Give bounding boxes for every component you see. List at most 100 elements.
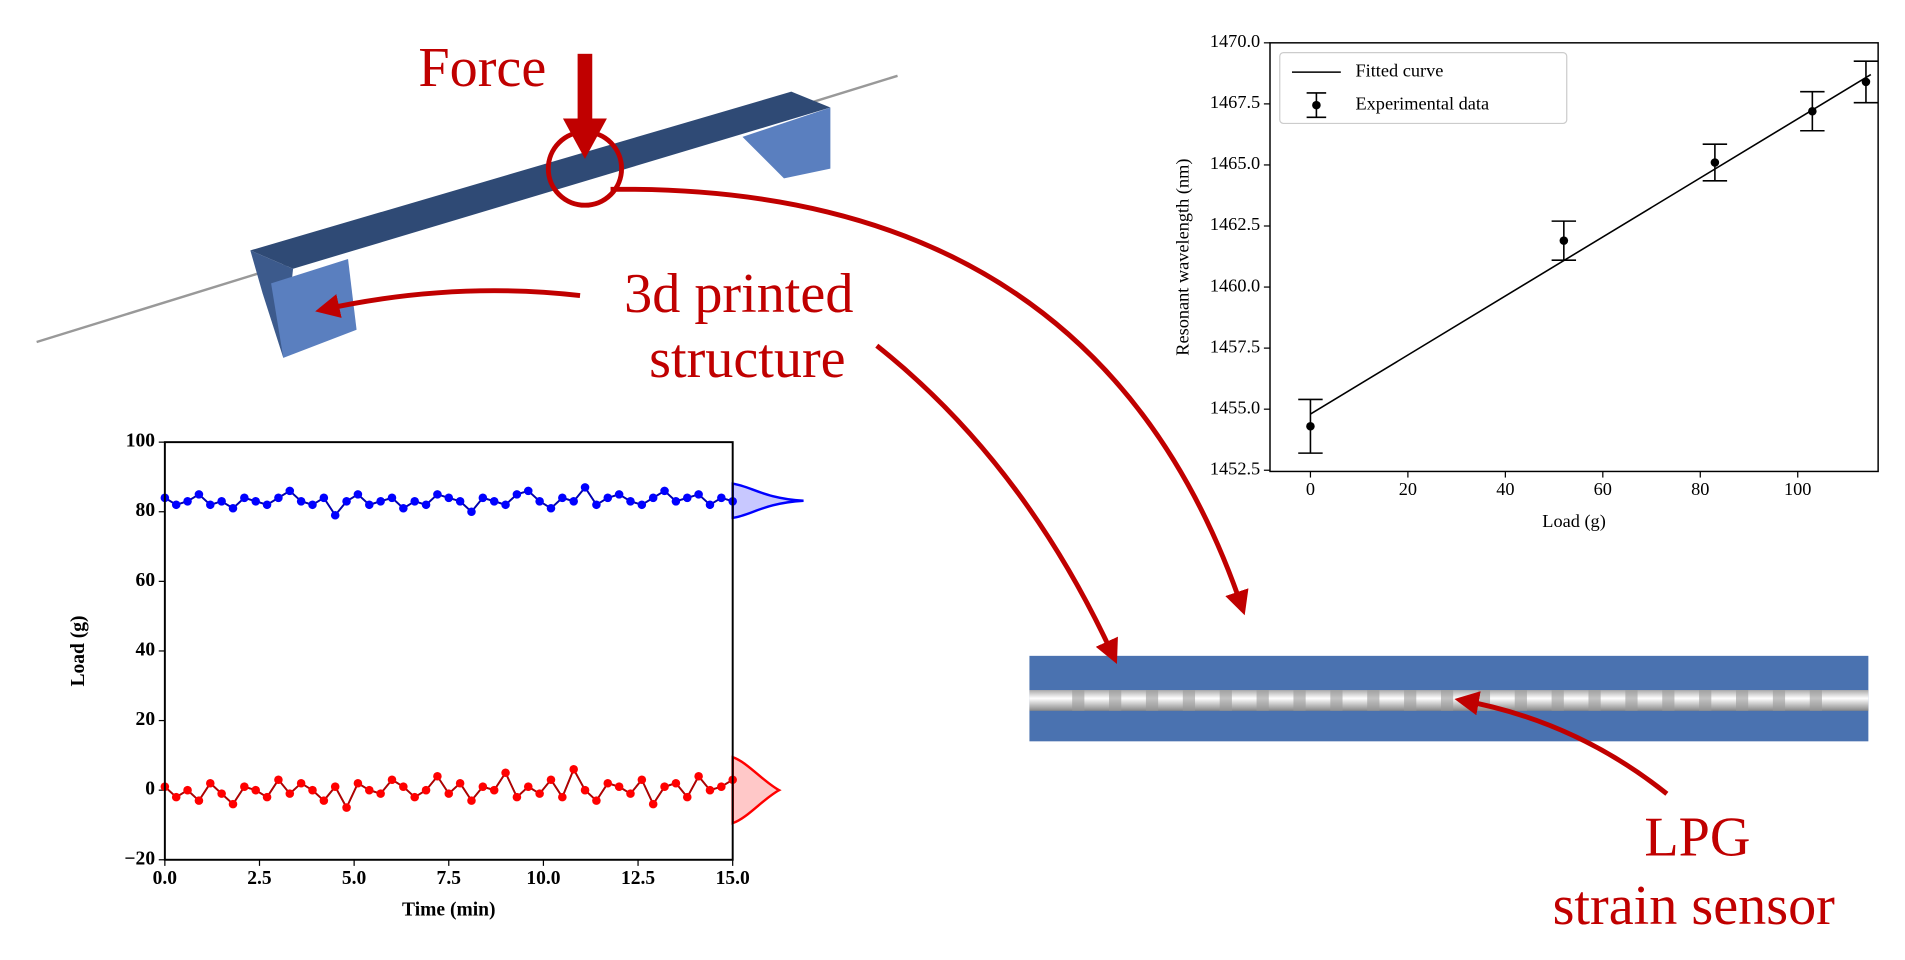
data-point <box>671 497 681 506</box>
y-tick-label: 100 <box>126 431 156 452</box>
data-point <box>444 789 454 798</box>
annotation-arrows <box>315 186 1669 796</box>
x-tick-label: 15.0 <box>716 868 750 889</box>
data-point <box>421 785 431 795</box>
data-point <box>399 503 408 513</box>
data-point <box>558 493 567 503</box>
x-tick-label: 12.5 <box>621 868 655 889</box>
data-point <box>648 493 658 503</box>
data-point <box>444 493 454 503</box>
grating <box>1404 690 1417 711</box>
data-point <box>660 486 669 496</box>
legend-label: Fitted curve <box>1355 60 1443 80</box>
data-point <box>194 796 204 805</box>
y-tick-label: −20 <box>124 848 155 869</box>
data-point <box>682 792 692 802</box>
data-point <box>319 796 329 805</box>
data-point <box>626 497 635 506</box>
x-tick-label: 60 <box>1594 479 1612 499</box>
grating <box>1367 690 1380 711</box>
data-point <box>501 500 510 510</box>
grating <box>1182 690 1196 711</box>
data-point <box>308 500 317 510</box>
data-point <box>330 510 340 520</box>
data-point <box>376 497 385 506</box>
data-point <box>274 775 283 785</box>
x-tick-label: 7.5 <box>437 868 462 889</box>
data-point <box>387 775 397 785</box>
data-point <box>296 497 306 506</box>
data-point <box>535 497 544 506</box>
data-point <box>240 493 249 503</box>
grating <box>1735 690 1749 711</box>
data-point <box>592 500 601 510</box>
data-point <box>626 789 635 798</box>
y-tick-label: 1467.5 <box>1210 92 1260 112</box>
y-tick-label: 80 <box>136 500 156 521</box>
data-point <box>546 503 556 513</box>
x-axis-label: Load (g) <box>1542 511 1606 532</box>
data-point <box>648 799 658 809</box>
data-point <box>433 490 442 499</box>
data-point <box>399 782 408 791</box>
data-point <box>410 497 419 506</box>
data-point <box>240 782 249 791</box>
legend-box <box>1279 51 1568 125</box>
data-point <box>671 778 681 788</box>
data-point <box>717 493 726 503</box>
data-point <box>206 778 215 788</box>
data-point <box>523 486 533 496</box>
data-point <box>228 799 238 809</box>
y-axis-label: Load (g) <box>68 615 89 686</box>
data-point <box>512 490 522 499</box>
grating <box>1809 690 1822 711</box>
data-point <box>1710 158 1720 167</box>
x-tick-label: 100 <box>1784 479 1811 499</box>
data-point <box>580 483 590 492</box>
grating <box>1514 690 1527 711</box>
annotation-force: Force <box>418 37 546 99</box>
data-point <box>251 497 260 506</box>
chart: 0.0 2.5 5.0 7.5 10.0 12.5 15.0 −20 0 20 40 60 80 100 T… <box>68 431 750 921</box>
data-point <box>262 792 272 802</box>
data-point <box>478 782 488 791</box>
data-point <box>353 490 363 499</box>
x-tick-label: 80 <box>1691 479 1709 499</box>
grating <box>1440 690 1454 711</box>
grating <box>1109 690 1122 711</box>
grating <box>1330 690 1343 711</box>
data-point <box>489 497 499 506</box>
data-point <box>421 500 431 510</box>
data-point <box>637 775 647 785</box>
grating <box>1072 690 1085 711</box>
x-tick-label: 0.0 <box>153 868 178 889</box>
data-point <box>512 792 522 802</box>
y-tick-label: 0 <box>145 779 155 800</box>
y-tick-label: 1460.0 <box>1210 275 1260 295</box>
density-curves <box>731 482 804 825</box>
grating <box>1772 690 1786 711</box>
data-point <box>455 497 465 506</box>
legend-label: Experimental data <box>1355 93 1489 113</box>
data-point <box>682 493 692 503</box>
data-point <box>296 778 306 788</box>
data-point <box>1808 106 1817 116</box>
grating <box>1256 690 1269 711</box>
data-point <box>183 785 192 795</box>
data-point <box>194 490 204 499</box>
data-point <box>171 792 181 802</box>
data-point <box>637 500 647 510</box>
data-point <box>614 490 624 499</box>
data-point <box>1861 77 1871 87</box>
y-tick-label: 1470.0 <box>1210 31 1260 51</box>
data-point <box>478 493 488 503</box>
data-point <box>717 782 726 791</box>
annotation-sensor: strain sensor <box>1553 875 1836 937</box>
data-point <box>660 782 669 791</box>
series-line <box>164 767 734 810</box>
x-tick-label: 5.0 <box>342 868 367 889</box>
data-point <box>603 778 613 788</box>
data-point <box>694 771 703 781</box>
data-point <box>262 500 272 510</box>
